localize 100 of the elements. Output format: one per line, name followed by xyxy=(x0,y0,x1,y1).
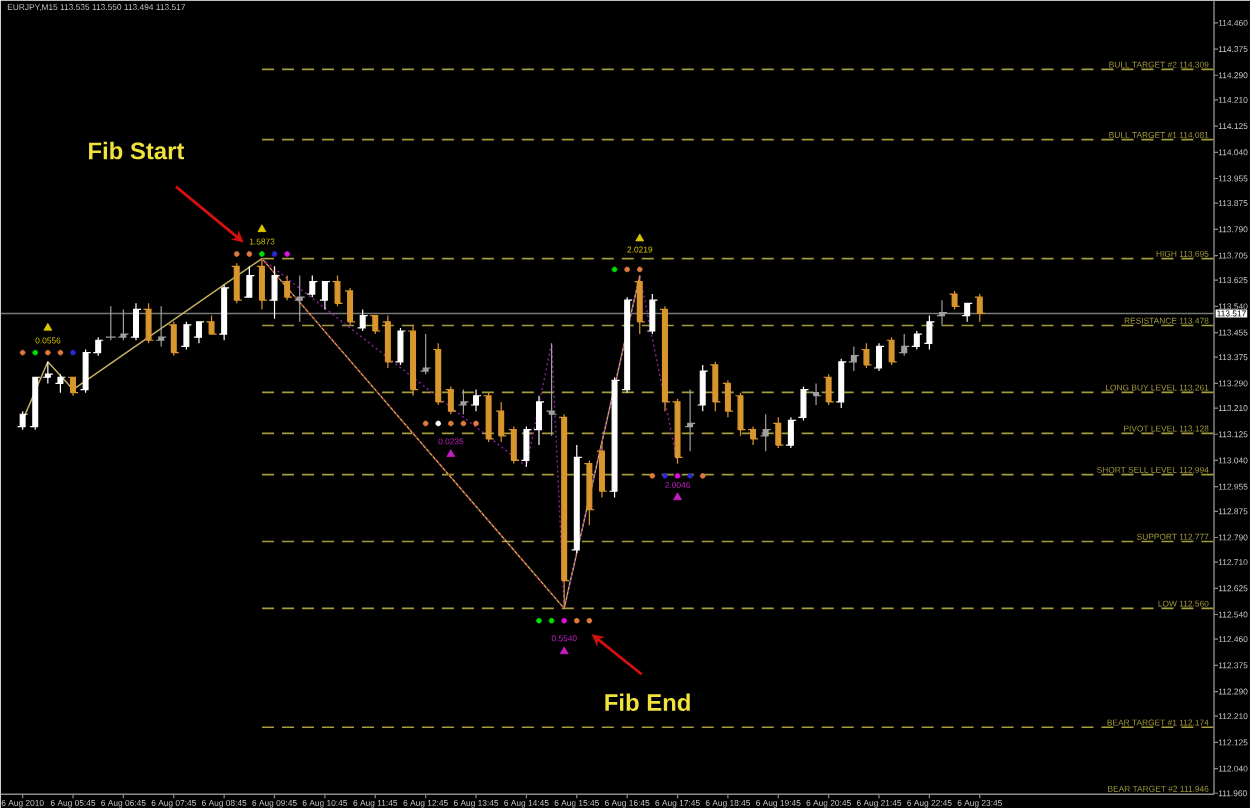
candlestick xyxy=(974,293,986,323)
candlestick xyxy=(407,324,419,397)
point xyxy=(611,266,618,273)
candlestick xyxy=(873,342,885,372)
point xyxy=(674,472,681,479)
candlestick xyxy=(923,314,936,350)
point xyxy=(662,472,668,479)
candlestick xyxy=(432,342,444,406)
candlestick xyxy=(772,416,784,449)
candlestick xyxy=(369,314,381,335)
candlestick xyxy=(243,265,255,298)
candlestick xyxy=(571,444,583,554)
point xyxy=(636,266,643,273)
candlestick xyxy=(168,321,180,357)
point xyxy=(687,472,693,479)
candlestick xyxy=(848,345,860,372)
candlestick xyxy=(394,327,407,366)
point xyxy=(673,492,682,500)
candlestick xyxy=(860,342,873,369)
candlestick xyxy=(621,296,633,394)
candlestick xyxy=(936,299,948,326)
candlestick xyxy=(54,373,67,394)
point xyxy=(699,472,706,479)
candlestick xyxy=(344,287,356,326)
candlestick xyxy=(810,382,822,406)
candlestick xyxy=(180,321,192,350)
point xyxy=(45,349,51,356)
candlestick xyxy=(898,333,910,357)
candlestick xyxy=(17,410,29,431)
annotation: Fib Start xyxy=(89,141,185,160)
point xyxy=(573,617,580,624)
candlestick xyxy=(130,302,142,341)
candlestick xyxy=(218,284,230,341)
point xyxy=(446,449,456,457)
candlestick xyxy=(608,376,621,498)
candlestick xyxy=(357,308,369,332)
candlestick xyxy=(558,413,570,609)
point xyxy=(233,251,240,257)
point xyxy=(422,420,429,427)
candlestick xyxy=(797,385,810,421)
candlestick xyxy=(445,385,457,415)
point xyxy=(435,420,442,427)
candlestick xyxy=(835,358,847,409)
point xyxy=(548,617,555,624)
candlestick xyxy=(67,376,79,397)
point xyxy=(586,617,593,624)
point xyxy=(257,224,267,232)
candlestick xyxy=(508,425,520,464)
candlestick xyxy=(948,290,961,310)
candlestick xyxy=(470,388,482,412)
candlestick xyxy=(722,379,734,418)
candlestick xyxy=(823,373,835,406)
candlestick xyxy=(885,336,898,366)
candlestick xyxy=(193,321,205,344)
point xyxy=(246,251,253,257)
candlestick xyxy=(319,280,331,310)
point xyxy=(649,472,656,479)
point xyxy=(536,617,542,624)
candlestick xyxy=(961,302,973,323)
point xyxy=(19,349,26,356)
point xyxy=(271,251,278,257)
point xyxy=(559,646,569,655)
candlestick xyxy=(545,342,558,437)
point xyxy=(561,617,567,624)
candlestick xyxy=(420,333,432,375)
point xyxy=(57,349,64,356)
candlestick xyxy=(142,302,155,344)
candlestick xyxy=(306,274,318,298)
candlestick xyxy=(231,262,243,304)
candlestick xyxy=(155,305,167,347)
annotation: Fib End xyxy=(605,693,690,711)
candlestick xyxy=(457,388,470,415)
candlestick xyxy=(281,274,293,301)
candlestick xyxy=(583,459,596,526)
point xyxy=(70,349,76,356)
candlestick xyxy=(268,265,281,320)
point xyxy=(635,233,645,242)
point xyxy=(284,251,290,257)
candlestick xyxy=(646,293,658,335)
candlestick xyxy=(331,274,344,307)
point xyxy=(460,420,467,427)
candlestick xyxy=(697,364,709,412)
candlestick xyxy=(256,257,268,310)
candlestick xyxy=(785,416,797,449)
candlestick xyxy=(911,330,923,350)
candlestick xyxy=(596,441,608,498)
candlestick xyxy=(760,413,772,452)
candlestick xyxy=(709,361,721,412)
candlestick xyxy=(382,314,394,369)
point xyxy=(624,266,630,273)
candlestick xyxy=(294,274,306,323)
point xyxy=(473,420,479,427)
point xyxy=(32,349,39,356)
point xyxy=(43,322,53,331)
candlestick xyxy=(495,401,507,443)
candlestick xyxy=(684,388,696,452)
point xyxy=(259,251,265,257)
candlestick xyxy=(205,314,218,335)
candlestick xyxy=(634,274,646,335)
candlestick xyxy=(482,391,495,443)
